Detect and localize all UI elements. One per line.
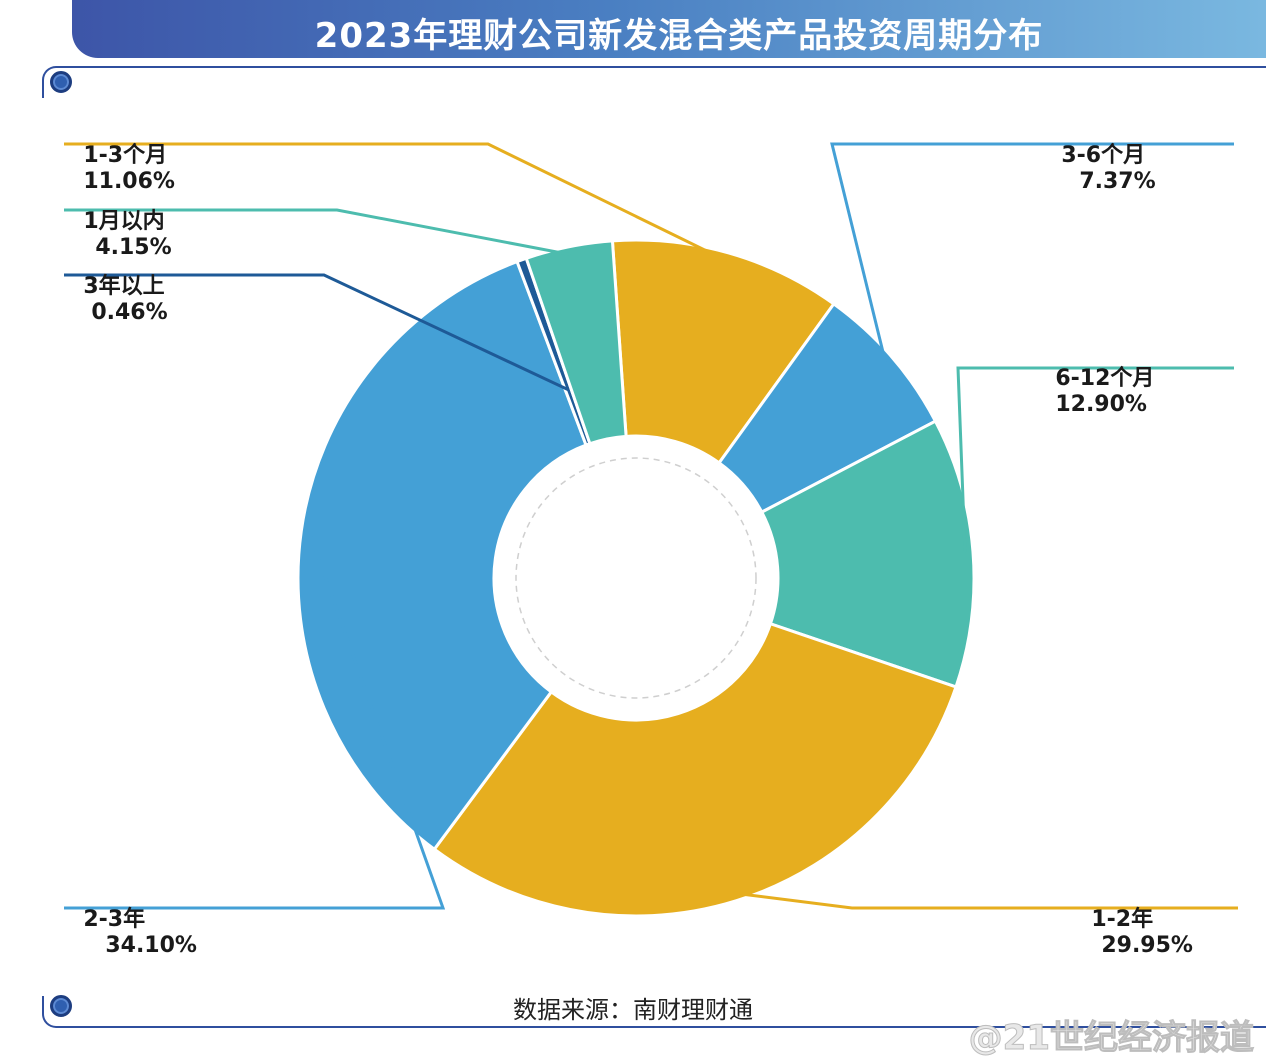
title-banner: 2023年理财公司新发混合类产品投资周期分布 bbox=[72, 0, 1266, 58]
leader-line-6 bbox=[64, 208, 571, 257]
data-source-note: 数据来源：南财理财通 bbox=[513, 996, 753, 1024]
leader-line-3 bbox=[733, 891, 1238, 910]
inner-dashed-ring bbox=[515, 457, 757, 699]
label-within-1-month: 1月以内 4.15% bbox=[68, 178, 172, 260]
frame-bottom-dot-icon bbox=[50, 995, 72, 1017]
label-1-3-months-name: 1-3个月 bbox=[83, 143, 168, 168]
label-6-12-months: 6-12个月 12.90% bbox=[1040, 335, 1154, 417]
slice-0 bbox=[610, 238, 836, 465]
label-2-3-years-name: 2-3年 bbox=[83, 907, 146, 932]
donut-hole bbox=[496, 438, 776, 718]
label-3-6-months: 3-6个月 7.37% bbox=[1046, 112, 1156, 194]
label-3-6-months-value: 7.37% bbox=[1079, 169, 1156, 194]
label-1-2-years-name: 1-2年 bbox=[1091, 907, 1154, 932]
watermark-text: @21世纪经济报道 bbox=[968, 1018, 1254, 1059]
label-1-2-years-value: 29.95% bbox=[1101, 933, 1193, 958]
slice-3 bbox=[432, 621, 958, 918]
leader-line-4 bbox=[64, 531, 446, 910]
label-over-3-years-value: 0.46% bbox=[91, 300, 168, 325]
label-2-3-years: 2-3年 34.10% bbox=[68, 876, 197, 958]
label-6-12-months-name: 6-12个月 bbox=[1055, 366, 1155, 391]
label-within-1-month-name: 1月以内 bbox=[83, 209, 165, 234]
label-over-3-years: 3年以上 0.46% bbox=[68, 243, 168, 325]
label-1-3-months-value: 11.06% bbox=[83, 169, 175, 194]
label-1-2-years: 1-2年 29.95% bbox=[1076, 876, 1193, 958]
leader-line-1 bbox=[830, 142, 1234, 363]
label-6-12-months-value: 12.90% bbox=[1055, 392, 1147, 417]
frame-top-dot-icon bbox=[50, 71, 72, 93]
chart-title: 2023年理财公司新发混合类产品投资周期分布 bbox=[314, 16, 1044, 56]
label-2-3-years-value: 34.10% bbox=[105, 933, 197, 958]
label-1-3-months: 1-3个月 11.06% bbox=[68, 112, 175, 194]
leader-line-2 bbox=[956, 366, 1234, 553]
label-within-1-month-value: 4.15% bbox=[95, 235, 172, 260]
leader-line-0 bbox=[64, 142, 728, 262]
frame-bottom-line bbox=[42, 996, 1266, 1028]
label-3-6-months-name: 3-6个月 bbox=[1061, 143, 1146, 168]
label-over-3-years-name: 3年以上 bbox=[83, 274, 165, 299]
leader-line-5 bbox=[64, 273, 569, 392]
frame-top-line bbox=[42, 66, 1266, 98]
